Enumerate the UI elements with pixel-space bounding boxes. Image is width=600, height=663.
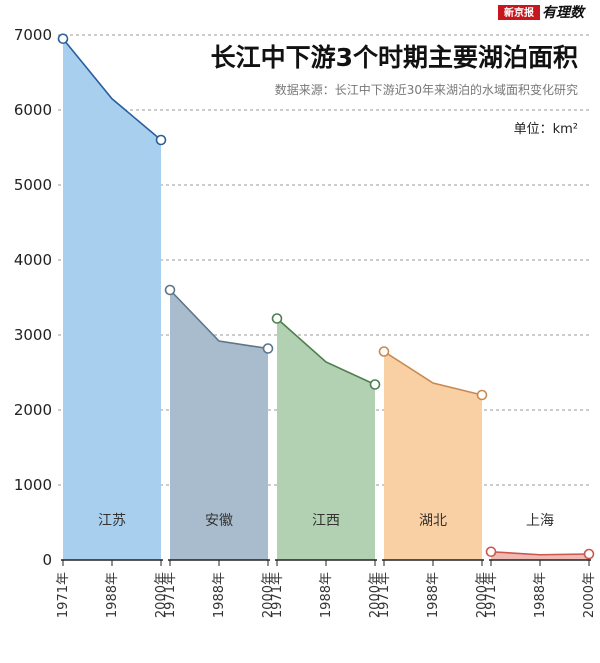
series-line	[383, 350, 483, 396]
y-tick-label: 2000	[14, 401, 52, 419]
x-tick-label: 1971年	[163, 572, 178, 618]
series-1: 江苏	[57, 33, 167, 560]
data-point	[164, 284, 176, 296]
data-point	[57, 33, 69, 45]
y-axis: 0 1000 2000 3000 4000 5000 6000 7000	[14, 26, 52, 569]
series-area	[384, 351, 482, 560]
data-point	[476, 389, 488, 401]
x-tick-label: 2000年	[154, 572, 169, 618]
x-tick-label: 1971年	[56, 572, 71, 618]
x-tick-label: 2000年	[368, 572, 383, 618]
data-point	[155, 134, 167, 146]
x-tick-label: 2000年	[475, 572, 490, 618]
series-label: 安徽	[205, 513, 233, 529]
y-tick-label: 1000	[14, 476, 52, 494]
x-tick-label: 2000年	[582, 572, 597, 618]
x-tick-label: 1988年	[212, 572, 227, 618]
x-tick-label: 1988年	[426, 572, 441, 618]
series-3: 江西	[271, 313, 381, 560]
brand-logo: 新京报 有理数	[498, 4, 586, 21]
series-line	[169, 289, 269, 350]
x-tick-label: 1988年	[105, 572, 120, 618]
series-area	[63, 38, 161, 560]
series-2: 安徽	[164, 284, 274, 560]
unit-label: 单位：km²	[514, 122, 578, 137]
series-4: 湖北	[378, 346, 488, 560]
x-tick-label: 2000年	[261, 572, 276, 618]
brand-column: 有理数	[542, 4, 586, 21]
brand-badge	[498, 5, 540, 20]
x-tick-label: 1971年	[377, 572, 392, 618]
x-tick-label: 1971年	[270, 572, 285, 618]
data-point	[583, 548, 595, 560]
x-tick-label: 1971年	[484, 572, 499, 618]
y-tick-label: 4000	[14, 251, 52, 269]
series-line	[276, 317, 376, 386]
series-line	[490, 550, 590, 556]
data-point	[262, 343, 274, 354]
series-area	[277, 318, 375, 560]
series-label: 江西	[312, 513, 340, 529]
chart-title: 长江中下游3个时期主要湖泊面积	[211, 43, 578, 72]
series-label: 江苏	[98, 513, 126, 529]
chart-subtitle: 数据来源：长江中下游近30年来湖泊的水域面积变化研究	[275, 82, 578, 97]
series-line	[62, 38, 162, 141]
data-point	[271, 313, 283, 324]
y-tick-label: 5000	[14, 176, 52, 194]
series-5: 上海	[485, 513, 595, 560]
series-area	[170, 290, 268, 560]
series-label: 湖北	[419, 513, 447, 529]
data-point	[369, 379, 381, 390]
y-tick-label: 0	[42, 551, 52, 569]
x-tick-label: 1988年	[533, 572, 548, 618]
y-tick-label: 7000	[14, 26, 52, 44]
y-tick-label: 6000	[14, 101, 52, 119]
series-areas: 江苏 安徽 江西 湖北 上海	[57, 33, 595, 560]
x-tick-label: 1988年	[319, 572, 334, 618]
series-label: 上海	[526, 513, 554, 529]
data-point	[378, 346, 390, 357]
data-point	[485, 546, 497, 558]
brand-name: 新京报	[504, 6, 534, 19]
y-tick-label: 3000	[14, 326, 52, 344]
